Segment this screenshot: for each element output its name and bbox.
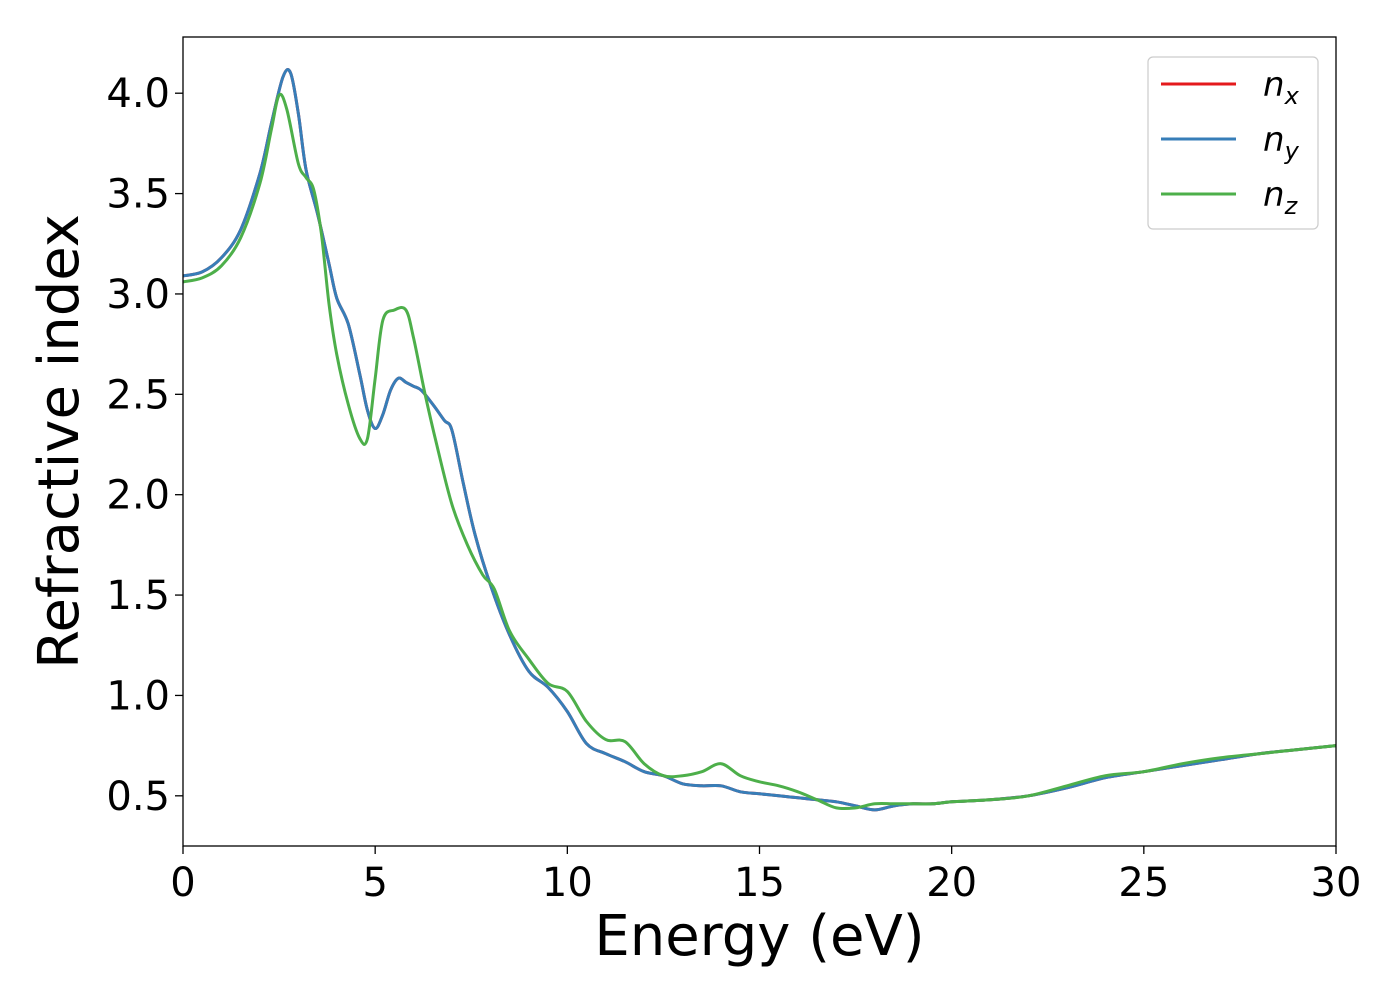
x-tick-label: 20 [926, 860, 977, 906]
x-tick-label: 10 [542, 860, 593, 906]
x-tick-label: 25 [1118, 860, 1169, 906]
legend-label: ny [1263, 120, 1300, 165]
legend-label: nz [1263, 175, 1299, 220]
y-tick-label: 3.0 [106, 272, 170, 318]
x-axis-title: Energy (eV) [594, 904, 924, 969]
y-axis-title: Refractive index [27, 214, 92, 669]
y-tick-label: 1.5 [106, 573, 170, 619]
series-line-nz [182, 92, 1337, 811]
x-tick-label: 5 [362, 860, 387, 906]
legend-label: nx [1263, 65, 1300, 110]
y-axis: 0.5 1.0 1.5 2.0 2.5 3.0 3.5 4.0 [106, 71, 183, 820]
y-tick-label: 4.0 [106, 71, 170, 117]
plot-lines [182, 68, 1337, 812]
y-tick-label: 2.5 [106, 372, 170, 418]
legend: nx ny nz [1147, 56, 1319, 230]
x-tick-label: 0 [170, 860, 195, 906]
legend-box [1147, 56, 1319, 230]
x-axis: 0 5 10 15 20 25 30 [170, 846, 1361, 906]
y-tick-label: 0.5 [106, 774, 170, 820]
x-tick-label: 15 [734, 860, 785, 906]
y-tick-label: 1.0 [106, 673, 170, 719]
x-tick-label: 30 [1311, 860, 1362, 906]
y-tick-label: 2.0 [106, 473, 170, 519]
y-tick-label: 3.5 [106, 172, 170, 218]
